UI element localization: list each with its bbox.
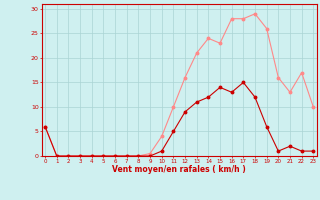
X-axis label: Vent moyen/en rafales ( km/h ): Vent moyen/en rafales ( km/h ): [112, 165, 246, 174]
